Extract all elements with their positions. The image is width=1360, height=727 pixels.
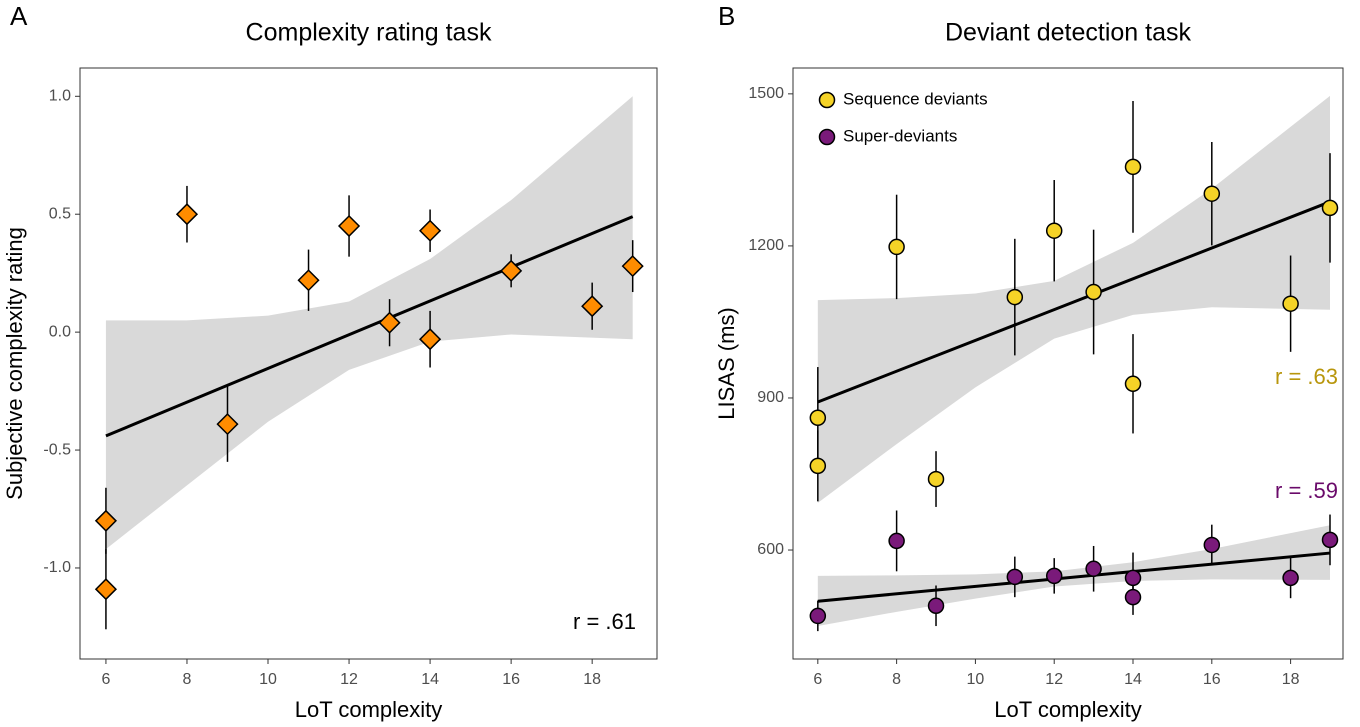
y-tick-label: -1.0 xyxy=(43,559,71,576)
x-axis-label: LoT complexity xyxy=(295,697,443,722)
y-tick-label: 1500 xyxy=(748,85,784,102)
point xyxy=(888,238,905,256)
point xyxy=(1085,560,1102,578)
point xyxy=(888,532,905,550)
fit-line xyxy=(817,551,1331,603)
point xyxy=(1282,569,1299,587)
x-tick-label: 16 xyxy=(502,671,520,688)
panel-label: B xyxy=(718,1,735,31)
point xyxy=(175,203,199,226)
legend-marker xyxy=(818,128,836,146)
y-tick-label: 0.5 xyxy=(49,205,71,222)
point xyxy=(1321,199,1339,217)
y-tick-label: 600 xyxy=(757,541,784,558)
x-tick-label: 16 xyxy=(1203,671,1221,688)
point xyxy=(809,409,827,426)
y-axis-label: Subjective complexity rating xyxy=(2,227,27,500)
panel-label: A xyxy=(10,1,28,31)
point xyxy=(1124,569,1142,587)
point xyxy=(500,259,523,282)
point xyxy=(1203,536,1221,554)
point xyxy=(1045,567,1063,585)
y-tick-label: 900 xyxy=(757,389,784,406)
point xyxy=(1124,375,1142,393)
point xyxy=(927,470,945,488)
point xyxy=(809,457,827,475)
point xyxy=(94,578,117,601)
point xyxy=(1124,588,1142,606)
point xyxy=(1045,222,1063,239)
confidence-band xyxy=(817,525,1330,627)
confidence-band xyxy=(105,96,633,550)
x-tick-label: 6 xyxy=(101,671,110,688)
point xyxy=(621,255,644,278)
annotation: r = .59 xyxy=(1275,478,1338,503)
x-tick-label: 8 xyxy=(183,671,192,688)
chart-title: Deviant detection task xyxy=(945,19,1191,47)
point xyxy=(1006,568,1024,586)
point xyxy=(581,295,604,318)
point xyxy=(1085,283,1102,301)
point xyxy=(1124,158,1142,176)
x-axis-label: LoT complexity xyxy=(994,697,1142,722)
point xyxy=(419,328,442,351)
x-tick-label: 10 xyxy=(967,671,985,688)
point xyxy=(216,413,239,436)
x-tick-label: 10 xyxy=(259,671,277,688)
x-tick-label: 6 xyxy=(813,671,822,688)
x-tick-label: 18 xyxy=(1282,671,1300,688)
chart-title: Complexity rating task xyxy=(246,19,492,47)
x-tick-label: 8 xyxy=(892,671,901,688)
annotation: r = .61 xyxy=(573,609,636,634)
point xyxy=(419,219,442,242)
y-tick-label: 0.0 xyxy=(49,323,71,340)
annotation: r = .63 xyxy=(1275,364,1338,389)
point xyxy=(927,597,945,615)
x-tick-label: 12 xyxy=(340,671,358,688)
legend-label: Super-deviants xyxy=(843,126,957,145)
point xyxy=(1321,531,1339,549)
point xyxy=(1203,185,1221,202)
x-tick-label: 14 xyxy=(421,671,439,688)
y-tick-label: 1200 xyxy=(748,237,784,254)
legend-label: Sequence deviants xyxy=(843,89,988,108)
x-tick-label: 12 xyxy=(1045,671,1063,688)
y-axis-label: LISAS (ms) xyxy=(714,307,739,419)
point xyxy=(94,509,117,532)
x-tick-label: 18 xyxy=(583,671,601,688)
fit-line xyxy=(817,200,1331,404)
plot-frame xyxy=(792,67,1344,660)
legend-marker xyxy=(818,91,836,109)
y-tick-label: 1.0 xyxy=(49,88,71,105)
point xyxy=(378,311,401,334)
confidence-band xyxy=(817,95,1330,503)
point xyxy=(297,269,320,292)
point xyxy=(1282,295,1299,312)
y-tick-label: -0.5 xyxy=(43,441,71,458)
point xyxy=(337,214,361,238)
plot-frame xyxy=(79,67,658,660)
x-tick-label: 14 xyxy=(1124,671,1142,688)
fit-line xyxy=(105,215,634,438)
point xyxy=(1006,288,1024,306)
point xyxy=(809,607,827,625)
